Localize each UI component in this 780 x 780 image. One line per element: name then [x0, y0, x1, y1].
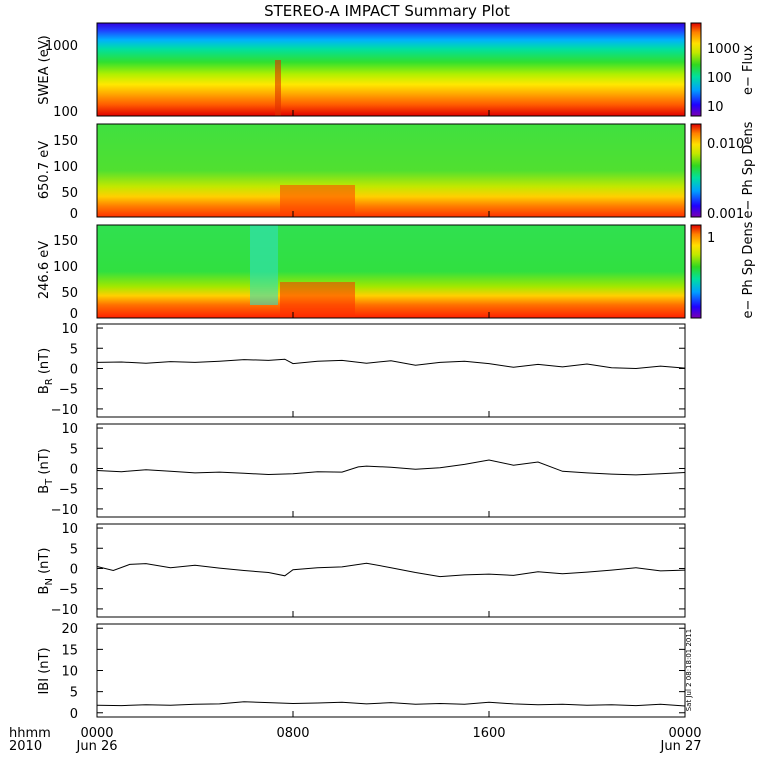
x-date-left: Jun 26	[76, 739, 118, 754]
pad-650-spectrogram	[97, 124, 685, 217]
pad-246-colorbar	[690, 224, 702, 319]
ytick-label: −5	[59, 383, 78, 398]
footer-label-hhmm: hhmm	[9, 726, 51, 741]
swea-spectrogram	[97, 23, 685, 116]
pad-246-ytick-0: 0	[70, 307, 78, 322]
swea-colorbar	[690, 22, 702, 117]
ytick-label: 10	[61, 522, 78, 537]
swea-ytick-1000: 1000	[45, 39, 78, 54]
bt-ylabel: BT (nT)	[37, 448, 55, 494]
ytick-label: 5	[70, 442, 78, 457]
bn-panel: BN (nT)	[37, 523, 686, 618]
ytick-label: 10	[61, 322, 78, 337]
ytick-label: −5	[59, 583, 78, 598]
swea-cbar-tick-1000: 1000	[707, 42, 740, 57]
series-line	[96, 701, 686, 707]
pad-246-spectrogram	[97, 225, 685, 318]
swea-ytick-100: 100	[53, 105, 78, 120]
pad-650-ytick-50: 50	[61, 186, 78, 201]
pad-650-ytick-100: 100	[53, 160, 78, 175]
pad-650-ylabel: 650.7 eV	[37, 141, 52, 199]
ytick-label: 15	[61, 643, 78, 658]
pad-246-colorbar-label: e− Ph Sp Dens	[741, 221, 756, 318]
bmag-panel: IBI (nT) Sat Jul 2 08:18:01 2011	[37, 623, 693, 718]
ytick-label: −10	[51, 503, 78, 518]
pad-650-ytick-150: 150	[53, 134, 78, 149]
ytick-label: −5	[59, 483, 78, 498]
pad-650-cbar-tick-low: 0.001	[707, 207, 744, 222]
ytick-label: 5	[70, 686, 78, 701]
x-axis: hhmm 2010 Jun 26 Jun 27	[9, 726, 702, 754]
bt-frame	[96, 423, 686, 518]
ytick-label: 0	[70, 562, 78, 577]
pad-246-panel: 0 50 100 150 246.6 eV 1 e− Ph Sp Dens	[37, 221, 756, 322]
br-panel: BR (nT)	[37, 323, 686, 418]
swea-frame	[96, 22, 686, 117]
swea-spectrogram-panel: 1000 100 SWEA (eV) 10 100 1000 e− Flux	[37, 22, 756, 120]
ytick-label: 5	[70, 342, 78, 357]
bmag-ylabel: IBI (nT)	[37, 647, 52, 694]
swea-cbar-tick-10: 10	[707, 100, 724, 115]
pad-246-feature-red	[280, 282, 355, 318]
chart-title: STEREO-A IMPACT Summary Plot	[264, 2, 510, 20]
pad-650-frame	[96, 123, 686, 218]
ytick-label: −10	[51, 403, 78, 418]
ytick-label: 10	[61, 665, 78, 680]
series-line	[96, 358, 686, 370]
pad-650-colorbar-label: e− Ph Sp Dens	[741, 121, 756, 218]
footer-label-year: 2010	[9, 739, 42, 754]
series-line	[96, 459, 686, 476]
bn-ylabel: BN (nT)	[37, 548, 55, 595]
pad-246-ylabel: 246.6 eV	[37, 241, 52, 299]
xtick-label: 1600	[472, 726, 505, 741]
br-ylabel: BR (nT)	[37, 348, 55, 394]
pad-246-cbar-tick: 1	[707, 231, 715, 246]
br-frame	[96, 323, 686, 418]
pad-246-ytick-100: 100	[53, 260, 78, 275]
pad-650-yticks: 0 50 100 150	[53, 134, 78, 222]
swea-ylabel: SWEA (eV)	[37, 35, 52, 104]
pad-246-feature-cyan	[250, 225, 278, 305]
ytick-label: 20	[61, 622, 78, 637]
series-line	[96, 562, 686, 578]
ytick-label: 0	[70, 362, 78, 377]
pad-650-feature	[280, 185, 355, 217]
ytick-label: 0	[70, 707, 78, 722]
xtick-label: 0800	[276, 726, 309, 741]
swea-colorbar-label: e− Flux	[741, 45, 756, 95]
x-date-right: Jun 27	[660, 739, 702, 754]
swea-spectrogram-feature	[275, 60, 281, 116]
ytick-label: −10	[51, 603, 78, 618]
pad-650-colorbar	[690, 123, 702, 218]
ytick-label: 10	[61, 422, 78, 437]
swea-cbar-tick-100: 100	[707, 71, 732, 86]
ytick-label: 5	[70, 542, 78, 557]
pad-246-ytick-50: 50	[61, 286, 78, 301]
pad-650-cbar-tick-high: 0.010	[707, 137, 744, 152]
xtick-label: 0000	[80, 726, 113, 741]
pad-246-yticks: 0 50 100 150	[53, 234, 78, 322]
plot-timestamp: Sat Jul 2 08:18:01 2011	[685, 629, 693, 712]
pad-650-panel: 0 50 100 150 650.7 eV 0.001 0.010 e− Ph …	[37, 121, 756, 222]
pad-246-ytick-150: 150	[53, 234, 78, 249]
bn-frame	[96, 523, 686, 618]
ytick-label: 0	[70, 462, 78, 477]
pad-246-frame	[96, 224, 686, 319]
pad-650-ytick-0: 0	[70, 207, 78, 222]
xtick-label: 0000	[668, 726, 701, 741]
